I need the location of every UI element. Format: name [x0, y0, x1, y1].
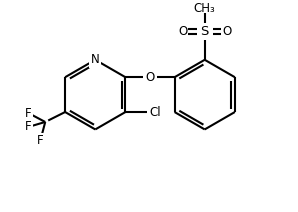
Text: O: O — [222, 25, 231, 38]
Text: Cl: Cl — [149, 106, 161, 119]
Text: F: F — [25, 106, 32, 120]
Text: O: O — [178, 25, 187, 38]
Text: O: O — [145, 71, 155, 84]
Text: F: F — [25, 120, 32, 133]
Text: N: N — [91, 53, 100, 66]
Text: CH₃: CH₃ — [194, 1, 215, 15]
Text: S: S — [201, 25, 209, 38]
Text: F: F — [37, 134, 44, 147]
